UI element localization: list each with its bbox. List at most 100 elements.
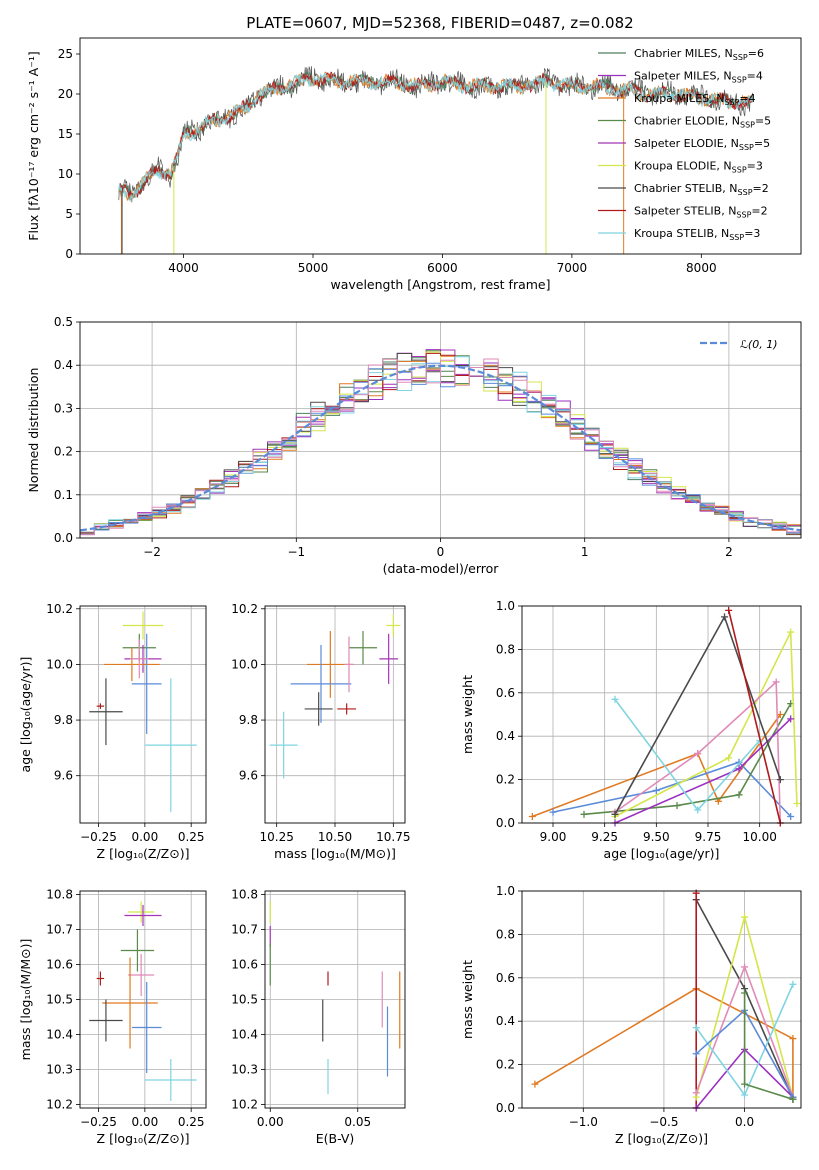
- y-tick-label: 0: [65, 247, 73, 261]
- errorbar-point: [102, 957, 158, 1049]
- spectrum-line: [118, 71, 754, 201]
- x-tick-label: −1: [287, 545, 305, 559]
- weight-marker: [692, 1050, 700, 1058]
- errorbar-point: [89, 999, 123, 1042]
- y-tick-label: 10.2: [46, 602, 73, 616]
- y-tick-label: 0.2: [54, 445, 73, 459]
- y-tick-label: 10.3: [46, 1063, 73, 1077]
- y-tick-label: 9.8: [239, 713, 258, 727]
- errorbar-point: [131, 982, 162, 1073]
- y-tick-label: 9.6: [239, 769, 258, 783]
- histogram-step: [80, 358, 801, 536]
- errorbar-point: [344, 636, 354, 693]
- weight-marker: [787, 812, 795, 820]
- weight-marker: [694, 750, 702, 758]
- weight-series: [692, 889, 700, 1112]
- weight-marker: [531, 1080, 539, 1088]
- weight-marker: [741, 1091, 749, 1099]
- weight-marker: [580, 810, 588, 818]
- x-tick-label: 0.00: [131, 830, 158, 844]
- panel-weight-vs-age: 9.00 9.25 9.50 9.75 10.00 0.0 0.2 0.4 0.6 0.8 1.0 a…: [460, 599, 802, 861]
- weight-line: [614, 614, 782, 815]
- x-tick-label: 10.25: [259, 830, 293, 844]
- x-tick-label: 5000: [298, 261, 329, 275]
- y-tick-label: 10.4: [46, 1028, 73, 1042]
- weight-marker: [692, 1089, 700, 1097]
- weight-marker: [549, 808, 557, 816]
- x-tick-label: 9.25: [591, 830, 618, 844]
- y-tick-label: 0.4: [496, 1014, 515, 1028]
- weight-marker: [772, 678, 780, 686]
- x-tick-label: −2: [143, 545, 161, 559]
- errorbar-point: [131, 633, 162, 734]
- panel-age-vs-Z: −0.25 0.00 0.25 9.6 9.8 10.0 10.2 Z [log₁₀(Z/Z⊙…: [18, 602, 207, 861]
- legend-entry: Kroupa MILES, NSSP=4: [634, 92, 756, 107]
- y-tick-label: 10.6: [231, 958, 258, 972]
- weight-series: [611, 628, 801, 820]
- x-axis-label: (data-model)/error: [383, 561, 500, 576]
- weight-marker: [787, 715, 795, 723]
- grid-lines: [522, 890, 801, 1109]
- plot-area: [269, 614, 401, 779]
- errorbar-point: [89, 678, 123, 746]
- weight-marker: [787, 628, 795, 636]
- weight-marker: [741, 913, 749, 921]
- y-tick-label: 10: [58, 167, 73, 181]
- x-axis-label: wavelength [Angstrom, rest frame]: [330, 277, 550, 292]
- y-axis-label: mass weight: [460, 675, 475, 754]
- y-tick-label: 25: [58, 47, 73, 61]
- errorbar-point: [337, 703, 356, 715]
- legend-entry: Chabrier STELIB, NSSP=2: [634, 182, 769, 197]
- legend-entry: Salpeter STELIB, NSSP=2: [634, 205, 768, 220]
- weight-series: [741, 989, 797, 1103]
- legend-entry: Chabrier MILES, NSSP=6: [634, 47, 764, 62]
- weight-marker: [721, 613, 729, 621]
- plot-area: [89, 901, 197, 1101]
- legend-entry: Salpeter ELODIE, NSSP=5: [634, 137, 770, 152]
- errorbar-point: [128, 954, 155, 996]
- x-tick-label: 0.0: [735, 1115, 754, 1129]
- plot-area: [531, 889, 797, 1112]
- weight-series: [611, 613, 784, 818]
- y-tick-label: 0.6: [496, 686, 515, 700]
- x-tick-label: 0.25: [178, 1115, 205, 1129]
- x-tick-label: 4000: [168, 261, 199, 275]
- errorbar-point: [124, 905, 162, 926]
- x-tick-label: −0.5: [649, 1115, 678, 1129]
- y-tick-label: 10.8: [231, 888, 258, 902]
- errorbar-point: [130, 639, 149, 679]
- y-tick-label: 1.0: [496, 884, 515, 898]
- weight-marker: [789, 980, 797, 988]
- x-tick-label: 10.00: [742, 830, 776, 844]
- weight-marker: [735, 791, 743, 799]
- y-tick-label: 10.4: [231, 1028, 258, 1042]
- weight-marker: [793, 799, 801, 807]
- weight-marker: [673, 802, 681, 810]
- x-tick-label: −0.25: [80, 830, 117, 844]
- y-tick-label: 0.4: [496, 729, 515, 743]
- weight-marker: [725, 754, 733, 762]
- weight-line: [583, 703, 792, 816]
- errorbar-point: [144, 1059, 197, 1101]
- x-tick-label: 0.05: [344, 1115, 371, 1129]
- legend-entry: Kroupa STELIB, NSSP=3: [634, 227, 760, 242]
- y-tick-label: 0.8: [496, 927, 515, 941]
- y-tick-label: 9.8: [54, 713, 73, 727]
- x-tick-label: 8000: [686, 261, 717, 275]
- axes-frame: [264, 890, 406, 1109]
- x-tick-label: 9.50: [643, 830, 670, 844]
- grid-lines: [522, 605, 801, 824]
- grid-lines: [265, 606, 405, 823]
- errorbar-point: [96, 703, 105, 709]
- y-tick-label: 10.7: [231, 923, 258, 937]
- y-tick-label: 10.0: [46, 657, 73, 671]
- panel-mass-vs-EBV: 0.00 0.05 10.2 10.3 10.4 10.5 10.6 10.7 10.8 E(B-…: [231, 888, 406, 1146]
- weight-series: [725, 606, 784, 827]
- weight-marker: [735, 765, 743, 773]
- weight-marker: [741, 989, 749, 997]
- x-tick-label: 0.25: [178, 830, 205, 844]
- weight-line: [727, 610, 782, 824]
- x-axis-label: E(B-V): [316, 1131, 355, 1146]
- weight-marker: [528, 812, 536, 820]
